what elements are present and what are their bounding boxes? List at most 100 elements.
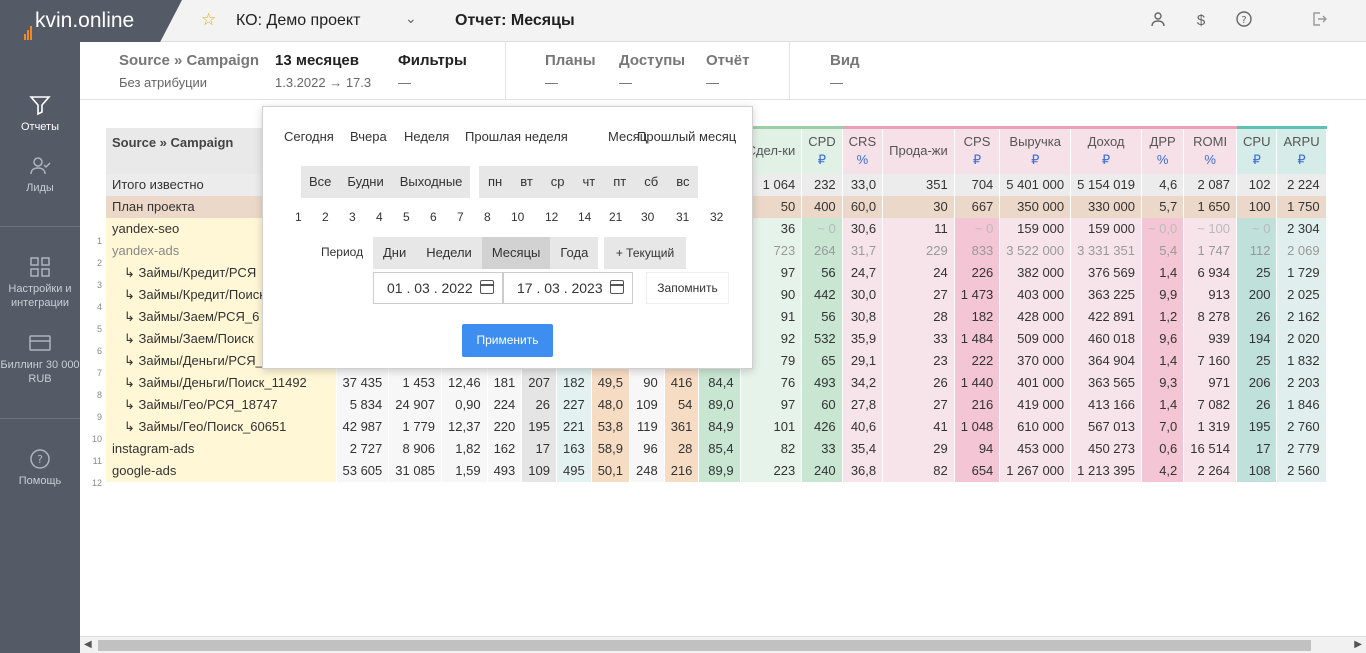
calendar-icon[interactable] (480, 280, 494, 294)
table-cell: 92 (740, 327, 803, 350)
table-row[interactable]: instagram-ads 2 727 8 906 1,82 162 17 163 58,9 9… (106, 437, 1327, 460)
column-header[interactable]: CRS% (842, 126, 884, 174)
scrollbar-thumb[interactable] (98, 640, 1311, 651)
period-option-3[interactable]: Года (560, 245, 589, 260)
help-icon[interactable]: ? (1234, 11, 1254, 31)
day-count-option[interactable]: 1 (295, 210, 302, 224)
date-from-input[interactable]: 01 . 03 . 2022 (373, 272, 503, 304)
table-cell: 50 (740, 195, 803, 218)
table-cell: 9,6 (1141, 327, 1185, 350)
weekday-option[interactable]: пн (488, 174, 503, 189)
table-row[interactable]: ↳ Займы/Деньги/Поиск_11492 37 435 1 453 12,… (106, 371, 1327, 394)
quick-period-option[interactable]: Неделя (404, 129, 450, 144)
table-row[interactable]: ↳ Займы/Гео/Поиск_60651 42 987 1 779 12,37 2… (106, 415, 1327, 438)
table-cell: 17 (521, 437, 557, 460)
attribution-selector[interactable]: Source » Campaign Без атрибуции (119, 52, 259, 90)
sidebar-item-settings[interactable]: Настройки и интеграции (0, 256, 80, 310)
filters-selector[interactable]: Фильтры — (398, 52, 467, 90)
sidebar-item-billing[interactable]: Биллинг 30 000 RUB (0, 332, 80, 386)
day-group-option[interactable]: Все (309, 174, 332, 189)
table-cell: 41 (882, 415, 955, 438)
date-to-value: 17 . 03 . 2023 (517, 280, 603, 296)
project-selector[interactable]: КО: Демо проект (236, 12, 361, 29)
column-header[interactable]: Доход ₽ (1070, 126, 1142, 174)
column-header[interactable]: ДРР% (1141, 126, 1185, 174)
remember-button[interactable]: Запомнить (646, 272, 729, 304)
table-cell: 12,46 (441, 371, 488, 394)
day-count-option[interactable]: 3 (349, 210, 356, 224)
row-name[interactable]: ↳ Займы/Гео/РСЯ_18747 (106, 393, 337, 416)
period-selector[interactable]: 13 месяцев 1.3.2022 → 17.3 (275, 52, 371, 90)
current-button[interactable]: + Текущий (604, 237, 686, 269)
row-name[interactable]: ↳ Займы/Деньги/Поиск_11492 (106, 371, 337, 394)
table-cell: 5,7 (1141, 195, 1185, 218)
row-name[interactable]: google-ads (106, 459, 337, 482)
quick-period-option[interactable]: Вчера (350, 129, 387, 144)
row-name[interactable]: instagram-ads (106, 437, 337, 460)
row-name[interactable]: ↳ Займы/Гео/Поиск_60651 (106, 415, 337, 438)
quick-period-option[interactable]: Прошлый месяц (637, 129, 737, 144)
table-cell: 195 (1236, 415, 1278, 438)
report-selector[interactable]: Отчёт — (706, 52, 749, 90)
column-header[interactable]: Выручка ₽ (999, 126, 1072, 174)
weekday-option[interactable]: сб (644, 174, 659, 189)
access-selector[interactable]: Доступы — (619, 52, 685, 90)
column-header[interactable]: ARPU ₽ (1276, 126, 1327, 174)
day-count-option[interactable]: 12 (545, 210, 559, 224)
day-count-option[interactable]: 30 (641, 210, 655, 224)
source-title: Source » Campaign (119, 52, 260, 69)
logout-icon[interactable] (1309, 11, 1329, 31)
table-row[interactable]: ↳ Займы/Гео/РСЯ_18747 5 834 24 907 0,90 224 2… (106, 393, 1327, 416)
day-count-option[interactable]: 31 (676, 210, 690, 224)
user-icon[interactable] (1148, 11, 1168, 31)
quick-period-option[interactable]: Прошлая неделя (465, 129, 568, 144)
horizontal-scrollbar[interactable]: ◀ ▶ (80, 636, 1366, 653)
day-count-option[interactable]: 10 (511, 210, 525, 224)
period-option-0[interactable]: Дни (383, 245, 407, 260)
column-header[interactable]: CPS ₽ (954, 126, 1001, 174)
day-group-option[interactable]: Будни (347, 174, 384, 189)
day-count-option[interactable]: 14 (578, 210, 592, 224)
scroll-right-icon[interactable]: ▶ (1354, 639, 1362, 650)
quick-period-option[interactable]: Месяц (608, 129, 648, 144)
day-count-option[interactable]: 32 (710, 210, 724, 224)
day-group-option[interactable]: Выходные (399, 174, 463, 189)
weekday-option[interactable]: чт (582, 174, 596, 189)
calendar-icon[interactable] (610, 280, 624, 294)
table-cell: 101 (740, 415, 803, 438)
scroll-left-icon[interactable]: ◀ (84, 639, 92, 650)
period-option-2[interactable]: Месяцы (481, 237, 551, 269)
sidebar-item-leads[interactable]: Лиды (0, 155, 80, 195)
table-row[interactable]: ↳ Займы/Деньги/РСЯ_352415 09624 2020,832… (106, 349, 1327, 372)
column-header[interactable]: ROMI% (1183, 126, 1238, 174)
apply-button[interactable]: Применить (462, 324, 553, 357)
day-count-option[interactable]: 7 (457, 210, 464, 224)
weekday-option[interactable]: вт (520, 174, 533, 189)
dollar-icon[interactable]: $ (1196, 12, 1206, 29)
table-row[interactable]: google-ads 53 605 31 085 1,59 493 109 495 50,1 2… (106, 459, 1327, 482)
period-option-1[interactable]: Недели (426, 245, 472, 260)
quick-period-option[interactable]: Сегодня (284, 129, 334, 144)
day-count-option[interactable]: 6 (430, 210, 437, 224)
date-to-input[interactable]: 17 . 03 . 2023 (503, 272, 633, 304)
plans-selector[interactable]: Планы — (545, 52, 596, 90)
favorite-star-icon[interactable]: ☆ (201, 10, 217, 29)
weekday-option[interactable]: ср (550, 174, 565, 189)
sidebar: Отчеты Лиды Настройки и интеграции Билли… (0, 42, 80, 653)
day-count-option[interactable]: 21 (609, 210, 623, 224)
view-selector[interactable]: Вид — (830, 52, 860, 90)
column-header[interactable]: Прода-жи (882, 126, 955, 174)
chevron-down-icon[interactable]: ⌄ (405, 10, 417, 26)
column-header[interactable]: CPD ₽ (801, 126, 843, 174)
weekday-option[interactable]: вс (676, 174, 690, 189)
day-count-option[interactable]: 4 (376, 210, 383, 224)
day-count-option[interactable]: 5 (403, 210, 410, 224)
table-cell: 419 000 (999, 393, 1072, 416)
day-count-option[interactable]: 8 (484, 210, 491, 224)
day-count-option[interactable]: 2 (322, 210, 329, 224)
sidebar-item-help[interactable]: ? Помощь (0, 448, 80, 488)
sidebar-item-reports[interactable]: Отчеты (0, 94, 80, 134)
logo[interactable]: kvin.online (0, 0, 182, 42)
weekday-option[interactable]: пт (613, 174, 627, 189)
column-header[interactable]: CPU ₽ (1236, 126, 1278, 174)
